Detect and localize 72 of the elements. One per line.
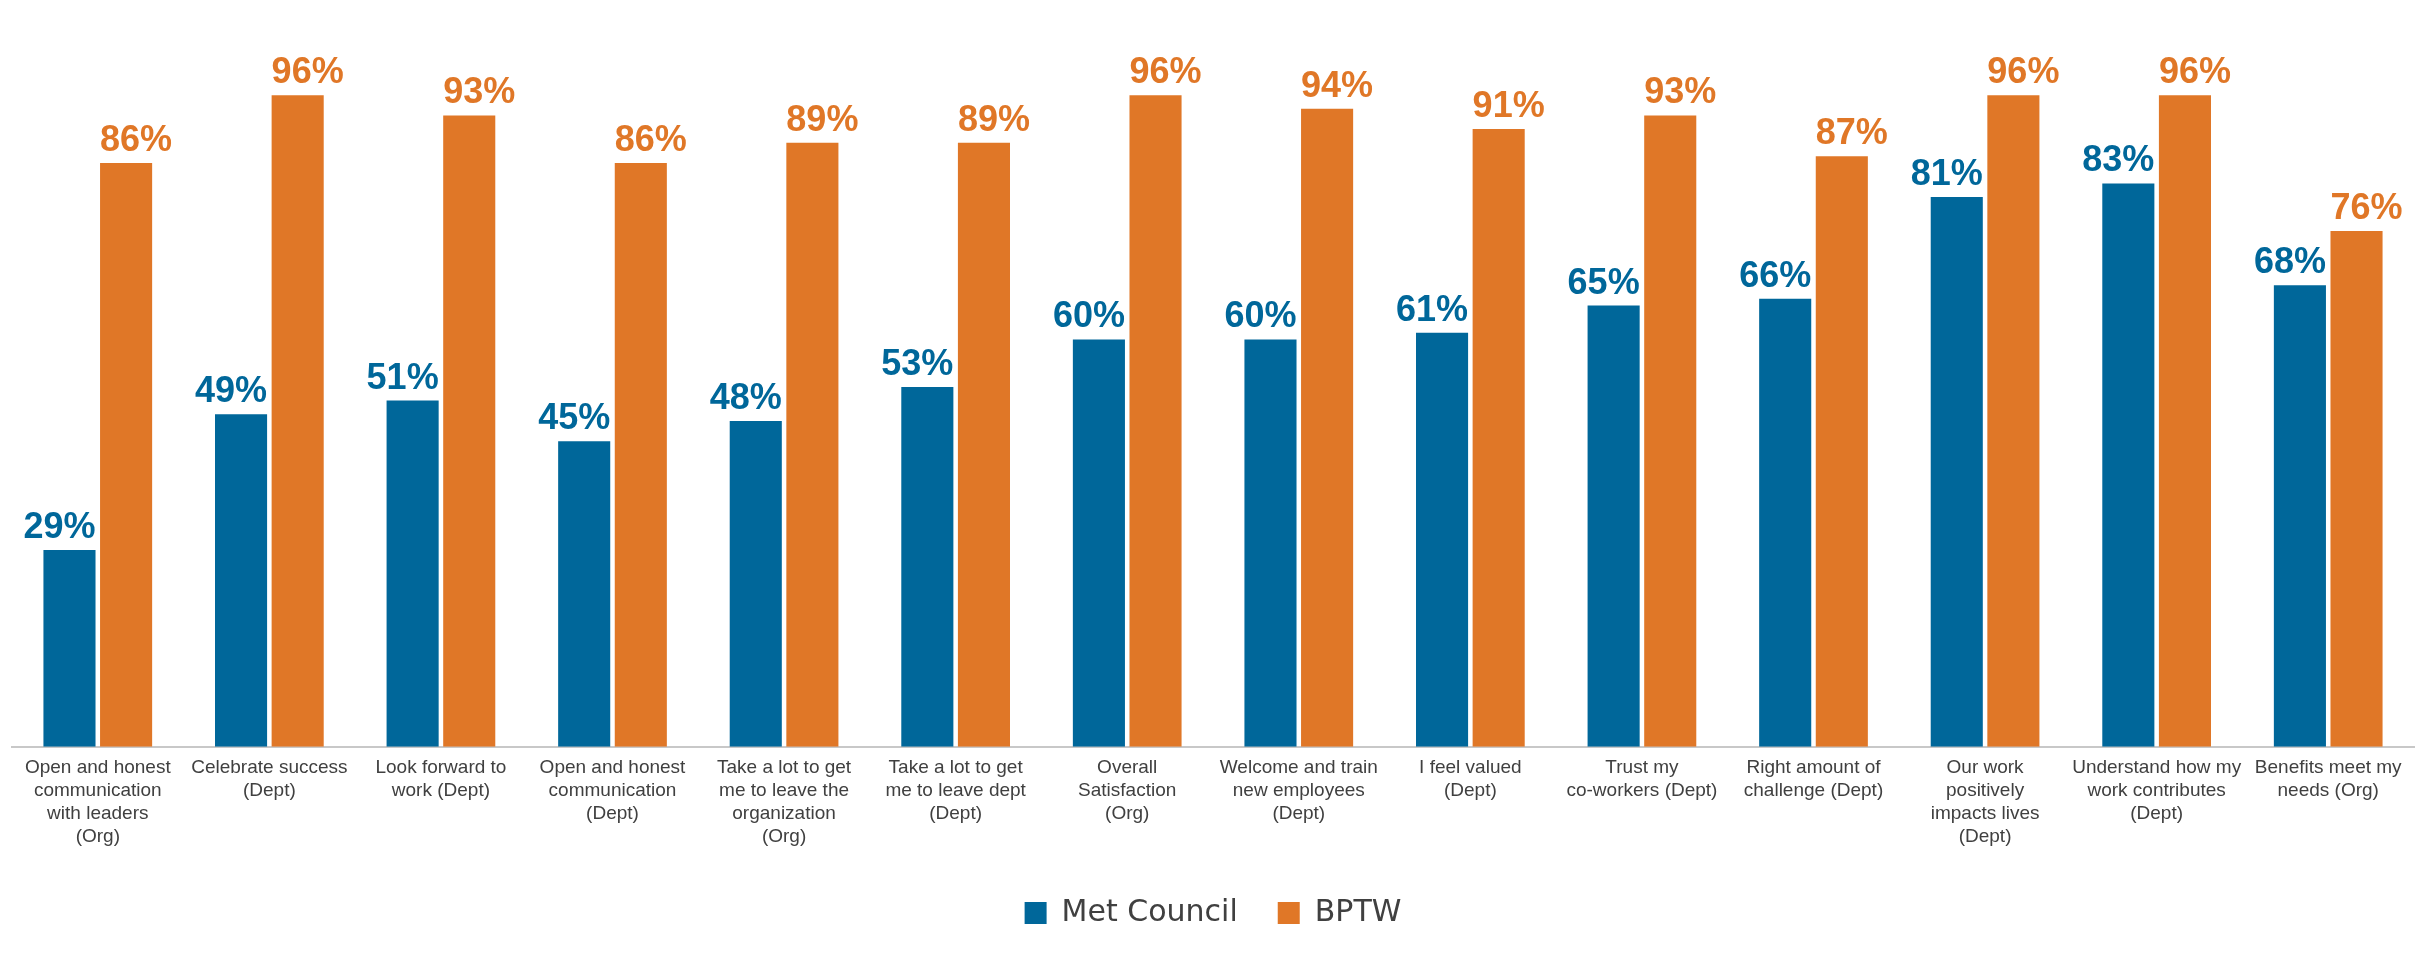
data-label: 91% <box>1472 84 1545 126</box>
data-label: 68% <box>2253 240 2326 282</box>
x-tick-label: Welcome and train new employees (Dept) <box>1219 756 1378 824</box>
x-tick-label: Look forward to work (Dept) <box>375 756 507 801</box>
data-label: 61% <box>1396 287 1469 329</box>
bar <box>1930 196 1983 747</box>
data-label: 96% <box>1129 50 1202 92</box>
x-tick-label: Open and honest communication with leaders (Org) <box>24 756 172 846</box>
data-label: 53% <box>881 341 954 383</box>
bar <box>2273 285 2326 747</box>
x-tick-label: Right amount of challenge (Dept) <box>1743 756 1884 801</box>
x-tick-label: Understand how my work contributes (Dept) <box>2072 756 2242 824</box>
bar <box>2330 230 2383 747</box>
x-tick-label: Our work positively impacts lives (Dept) <box>1930 756 2040 846</box>
bar <box>271 95 324 747</box>
bar <box>957 142 1010 747</box>
bar <box>100 163 153 747</box>
legend-label: Met Council <box>1061 892 1238 928</box>
x-tick-label: Take a lot to get me to leave dept (Dept) <box>885 756 1027 824</box>
data-label: 83% <box>2082 138 2155 180</box>
data-label: 96% <box>271 50 344 92</box>
bar <box>1987 95 2040 747</box>
bar <box>1072 339 1125 747</box>
data-label: 81% <box>1910 151 1983 193</box>
bar <box>558 441 611 747</box>
bar <box>1129 95 1182 747</box>
x-tick-label: Celebrate success (Dept) <box>191 756 348 801</box>
data-label: 86% <box>614 117 687 159</box>
data-label: 51% <box>366 355 439 397</box>
x-tick-label: Open and honest communication (Dept) <box>539 756 687 824</box>
data-label: 29% <box>23 504 96 546</box>
data-label: 66% <box>1739 253 1812 295</box>
data-label: 86% <box>100 117 173 159</box>
x-tick-label: Benefits meet my needs (Org) <box>2254 756 2403 801</box>
bar <box>1587 305 1640 747</box>
data-label: 49% <box>195 369 268 411</box>
data-label: 87% <box>1815 111 1888 153</box>
x-tick-label: Overall Satisfaction (Org) <box>1078 756 1177 824</box>
data-label: 96% <box>1987 50 2060 92</box>
x-tick-label: I feel valued (Dept) <box>1419 756 1522 801</box>
bar <box>2102 183 2155 747</box>
bar <box>1301 108 1354 747</box>
bar <box>215 414 268 747</box>
bar <box>614 163 667 747</box>
x-tick-label: Take a lot to get me to leave the organization (Org) <box>716 756 852 846</box>
bar <box>1644 115 1697 747</box>
bar <box>1472 129 1525 747</box>
bar <box>1244 339 1297 747</box>
data-label: 76% <box>2330 185 2403 227</box>
bar <box>901 387 954 747</box>
data-label: 94% <box>1301 63 1374 105</box>
data-label: 93% <box>1644 70 1717 112</box>
data-label: 45% <box>538 396 611 438</box>
data-label: 60% <box>1052 294 1125 336</box>
bar <box>386 400 439 747</box>
data-label: 89% <box>786 97 859 139</box>
data-label: 96% <box>2158 50 2231 92</box>
bar <box>1815 156 1868 747</box>
data-label: 93% <box>443 70 516 112</box>
bar <box>729 420 782 747</box>
bar <box>43 549 96 747</box>
bar <box>443 115 496 747</box>
bar <box>786 142 839 747</box>
bar <box>1416 332 1469 747</box>
legend-label: BPTW <box>1314 892 1402 928</box>
data-label: 48% <box>709 375 782 417</box>
data-label: 89% <box>957 97 1030 139</box>
data-label: 65% <box>1567 260 1640 302</box>
x-tick-label: Trust my co-workers (Dept) <box>1566 756 1718 801</box>
bar <box>2158 95 2211 747</box>
data-label: 60% <box>1224 294 1297 336</box>
bar <box>1759 298 1812 747</box>
